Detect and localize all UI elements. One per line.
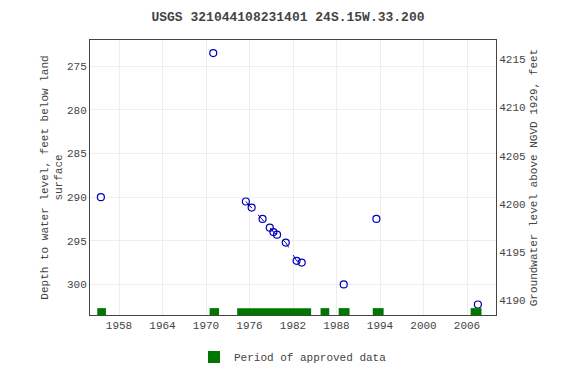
svg-text:1988: 1988: [323, 320, 349, 332]
svg-text:4190: 4190: [499, 295, 525, 307]
svg-text:USGS 321044108231401 24S.15W.3: USGS 321044108231401 24S.15W.33.200: [151, 10, 424, 25]
svg-text:295: 295: [67, 236, 87, 248]
svg-text:1994: 1994: [367, 320, 394, 332]
svg-text:2000: 2000: [410, 320, 436, 332]
svg-text:1976: 1976: [236, 320, 262, 332]
svg-text:Period of approved data: Period of approved data: [234, 352, 386, 364]
svg-text:290: 290: [67, 192, 87, 204]
svg-text:1982: 1982: [280, 320, 306, 332]
svg-text:275: 275: [67, 61, 87, 73]
svg-text:4205: 4205: [499, 151, 525, 163]
svg-text:280: 280: [67, 105, 87, 117]
svg-text:1964: 1964: [149, 320, 176, 332]
svg-text:Depth to water level, feet bel: Depth to water level, feet below landsur…: [39, 55, 65, 299]
svg-text:285: 285: [67, 148, 87, 160]
svg-text:Groundwater level above NGVD 1: Groundwater level above NGVD 1929, feet: [528, 49, 540, 306]
svg-text:4200: 4200: [499, 199, 525, 211]
svg-text:4210: 4210: [499, 102, 525, 114]
svg-text:4215: 4215: [499, 54, 525, 66]
svg-text:1970: 1970: [193, 320, 219, 332]
svg-text:300: 300: [67, 279, 87, 291]
svg-text:2006: 2006: [454, 320, 480, 332]
svg-text:4195: 4195: [499, 247, 525, 259]
svg-text:1958: 1958: [106, 320, 132, 332]
